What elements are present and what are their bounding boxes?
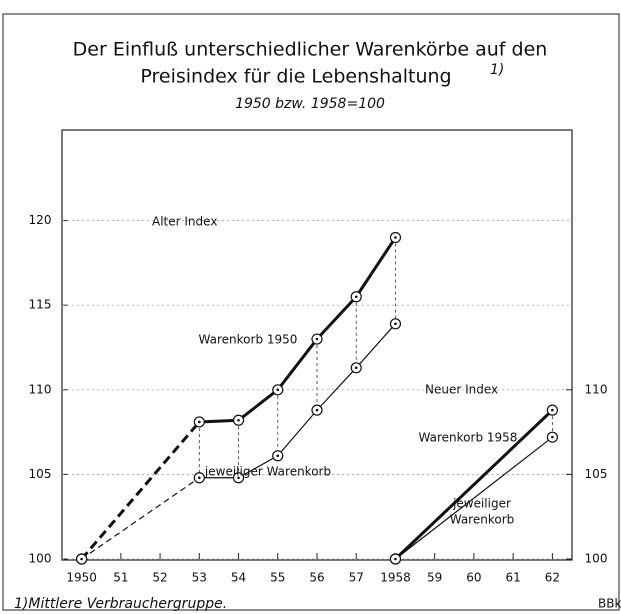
x-tick-label: 1950 [66,571,97,585]
x-tick-label: 60 [466,571,481,585]
marker-dot [276,388,280,392]
line-segment [199,418,239,424]
y2-tick-label: 105 [585,467,608,481]
y-tick-label: 100 [29,552,52,566]
annotation: jeweiliger [452,497,511,511]
line-segment [276,338,319,391]
annotation: Neuer Index [425,383,498,397]
y2-tick-label: 100 [585,552,608,566]
y2-tick-label: 110 [585,382,608,396]
line-segment [237,388,279,422]
plot-frame [61,129,573,561]
line-segment [355,323,396,369]
marker-dot [315,408,319,412]
title-note: 1) [490,62,504,78]
line-segment [277,409,318,457]
source: BBk [598,597,621,611]
series-label: Warenkorb 1958 [419,431,518,445]
x-tick-label: 51 [113,571,128,585]
x-tick-label: 57 [349,571,364,585]
marker-dot [394,236,397,239]
chart-title: Preisindex für die Lebenshaltung [140,66,451,88]
footnote: 1)Mittlere Verbrauchergruppe. [14,596,227,612]
marker-dot [80,557,83,561]
line-segment [354,236,397,298]
marker-dot [394,557,397,561]
y-tick-label: 110 [29,382,52,396]
subtitle: 1950 bzw. 1958=100 [235,96,385,112]
marker-dot [237,476,240,480]
marker-dot [354,295,358,299]
marker-dot [237,418,240,422]
marker-dot [394,322,397,326]
x-tick-label: 55 [270,571,285,585]
marker-dot [198,420,201,424]
x-tick-label: 54 [231,571,246,585]
line-segment [315,295,358,341]
line-segment [238,455,279,479]
outer-frame [2,13,620,611]
x-tick-label: 1958 [380,571,411,585]
line-segment [395,436,553,560]
marker-dot [354,366,358,370]
y-tick-label: 105 [29,467,52,481]
line-segment [316,367,357,411]
line-segment [81,477,200,560]
marker-dot [276,454,280,458]
x-tick-label: 61 [506,571,521,585]
line-segment [80,420,201,560]
marker-dot [551,435,554,439]
x-tick-label: 53 [192,571,207,585]
x-tick-label: 52 [152,571,167,585]
marker-dot [551,408,554,412]
y-tick-label: 120 [29,213,52,227]
series-label: Warenkorb 1950 [199,333,298,347]
series-label: jeweiliger Warenkorb [204,465,331,479]
x-tick-label: 59 [427,571,442,585]
marker-dot [315,337,319,341]
y-tick-label: 115 [29,298,52,312]
annotation: Warenkorb [450,513,515,527]
chart-title: Der Einfluß unterschiedlicher Warenkörbe… [73,39,548,61]
annotation: Alter Index [152,215,217,229]
x-tick-label: 56 [309,571,324,585]
marker-dot [198,476,201,480]
x-tick-label: 62 [545,571,560,585]
line-segment [394,409,554,561]
